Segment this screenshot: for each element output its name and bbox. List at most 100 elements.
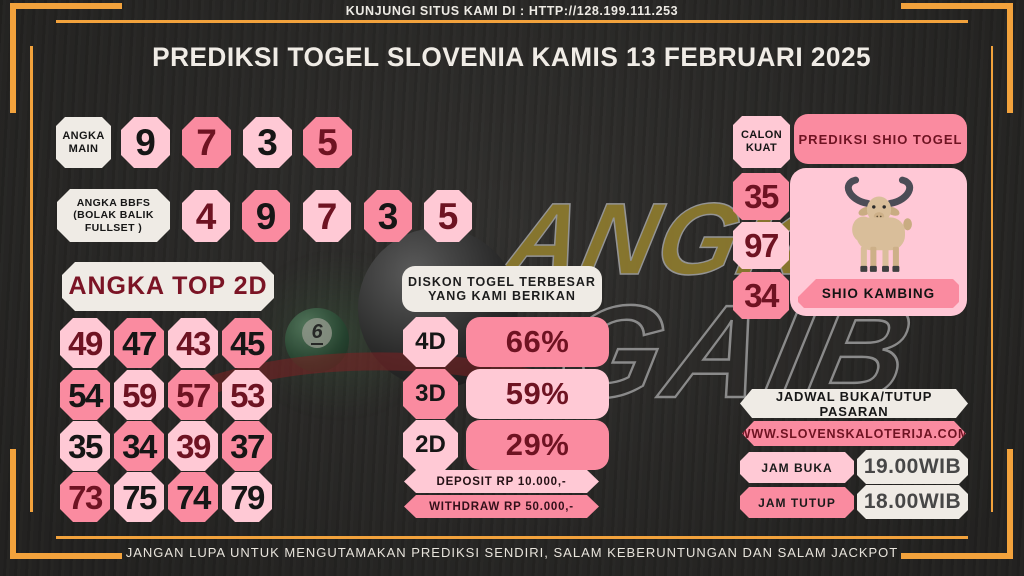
diskon-row-value: 66% [505, 324, 570, 359]
shio-number-value: 34 [744, 277, 778, 314]
angka-bbfs-number: 5 [424, 190, 472, 242]
frame-line-bottom [56, 536, 968, 539]
top2d-value: 57 [176, 376, 210, 414]
diskon-2d-label: 2D [403, 420, 458, 470]
diskon-row-value: 29% [505, 427, 570, 462]
diskon-row-label: 2D [415, 431, 446, 458]
angka-bbfs-label-line1: ANGKA BBFS [76, 196, 151, 209]
shio-number: 97 [733, 222, 789, 269]
top2d-value: 43 [176, 324, 210, 362]
angka-bbfs-number: 4 [182, 190, 230, 242]
calon-kuat-line2: KUAT [745, 142, 778, 154]
angka-main-label-line2: MAIN [68, 142, 99, 155]
top2d-cell: 75 [114, 472, 164, 522]
top2d-cell: 54 [60, 370, 110, 420]
angka-bbfs-value: 5 [437, 195, 459, 237]
footer-text: JANGAN LUPA UNTUK MENGUTAMAKAN PREDIKSI … [125, 545, 899, 560]
angka-bbfs-value: 3 [377, 195, 399, 237]
angka-bbfs-label: ANGKA BBFS (BOLAK BALIK FULLSET ) [57, 189, 170, 242]
jam-tutup-time: 18.00WIB [863, 490, 962, 513]
top2d-cell: 47 [114, 318, 164, 368]
withdraw-banner: WITHDRAW RP 50.000,- [404, 495, 599, 518]
angka-bbfs-value: 4 [195, 195, 217, 237]
deposit-banner: DEPOSIT RP 10.000,- [404, 470, 599, 493]
shio-animal-text: SHIO KAMBING [821, 286, 936, 301]
diskon-row-label: 3D [415, 380, 446, 407]
top2d-value: 75 [122, 478, 156, 516]
angka-top-2d-label: ANGKA TOP 2D [62, 262, 274, 311]
top2d-value: 59 [122, 376, 156, 414]
angka-main-value: 7 [196, 122, 217, 163]
angka-main-value: 5 [317, 122, 338, 163]
jam-buka-text: JAM BUKA [761, 460, 833, 475]
jam-buka-time: 19.00WIB [863, 455, 962, 478]
angka-main-number: 3 [243, 117, 292, 168]
angka-bbfs-label-line3: FULLSET ) [84, 221, 143, 234]
shio-number-value: 97 [744, 227, 778, 264]
diskon-4d-label: 4D [403, 317, 458, 367]
top2d-value: 45 [230, 324, 264, 362]
jam-tutup-value: 18.00WIB [857, 485, 968, 519]
site-url-text[interactable]: KUNJUNGI SITUS KAMI DI : HTTP://128.199.… [345, 4, 679, 18]
diskon-row-label: 4D [415, 328, 446, 355]
page-title: PREDIKSI TOGEL SLOVENIA KAMIS 13 FEBRUAR… [0, 42, 1024, 73]
angka-bbfs-number: 3 [364, 190, 412, 242]
diskon-header-line2: YANG KAMI BERIKAN [428, 289, 576, 303]
top2d-cell: 73 [60, 472, 110, 522]
top2d-cell: 45 [222, 318, 272, 368]
frame-line-top [56, 20, 968, 23]
top2d-value: 39 [176, 427, 210, 465]
top2d-value: 34 [122, 427, 156, 465]
top2d-cell: 53 [222, 370, 272, 420]
angka-top-2d-label-text: ANGKA TOP 2D [68, 272, 268, 300]
frame-line-left [30, 46, 33, 512]
website-url-text[interactable]: WWW.SLOVENSKALOTERIJA.COM [738, 426, 970, 441]
six-ball-number: 6 [311, 320, 323, 345]
top2d-value: 49 [68, 324, 102, 362]
shio-header-panel: PREDIKSI SHIO TOGEL [794, 114, 967, 164]
top2d-cell: 74 [168, 472, 218, 522]
angka-bbfs-number: 9 [242, 190, 290, 242]
diskon-2d-value: 29% [466, 420, 609, 470]
deposit-text: DEPOSIT RP 10.000,- [436, 475, 567, 488]
angka-main-number: 7 [182, 117, 231, 168]
jadwal-header-text: JADWAL BUKA/TUTUP PASARAN [775, 388, 933, 419]
top2d-cell: 34 [114, 421, 164, 471]
angka-main-value: 3 [257, 122, 278, 163]
jam-tutup-text: JAM TUTUP [758, 495, 836, 510]
top2d-cell: 59 [114, 370, 164, 420]
top-banner: KUNJUNGI SITUS KAMI DI : HTTP://128.199.… [0, 4, 1024, 18]
angka-bbfs-value: 9 [255, 195, 277, 237]
top2d-cell: 57 [168, 370, 218, 420]
frame-line-right [990, 46, 993, 512]
top2d-value: 74 [176, 478, 210, 516]
diskon-row-value: 59% [505, 376, 570, 411]
shio-animal-banner: SHIO KAMBING [798, 279, 959, 308]
top2d-cell: 37 [222, 421, 272, 471]
top2d-value: 47 [122, 324, 156, 362]
top2d-value: 37 [230, 427, 264, 465]
jadwal-header: JADWAL BUKA/TUTUP PASARAN [740, 389, 968, 418]
diskon-header-line1: DISKON TOGEL TERBESAR [408, 275, 596, 289]
diskon-4d-value: 66% [466, 317, 609, 367]
frame-corner-top-right [901, 3, 1013, 113]
six-ball-number-circle: 6 [302, 318, 332, 348]
withdraw-text: WITHDRAW RP 50.000,- [429, 500, 574, 513]
jam-tutup-label: JAM TUTUP [740, 487, 854, 518]
angka-main-number: 9 [121, 117, 170, 168]
top2d-value: 79 [230, 478, 264, 516]
top2d-value: 53 [230, 376, 264, 414]
angka-bbfs-number: 7 [303, 190, 351, 242]
top2d-cell: 39 [168, 421, 218, 471]
shio-number: 35 [733, 173, 789, 220]
jam-buka-label: JAM BUKA [740, 452, 854, 483]
frame-corner-bottom-right [901, 449, 1013, 559]
calon-kuat-line1: CALON [740, 129, 783, 142]
top2d-value: 73 [68, 478, 102, 516]
goat-illustration [844, 176, 914, 272]
angka-main-value: 9 [135, 122, 156, 163]
angka-main-label: ANGKA MAIN [56, 117, 111, 168]
jam-buka-value: 19.00WIB [857, 450, 968, 484]
angka-bbfs-label-line2: (BOLAK BALIK [73, 209, 154, 222]
